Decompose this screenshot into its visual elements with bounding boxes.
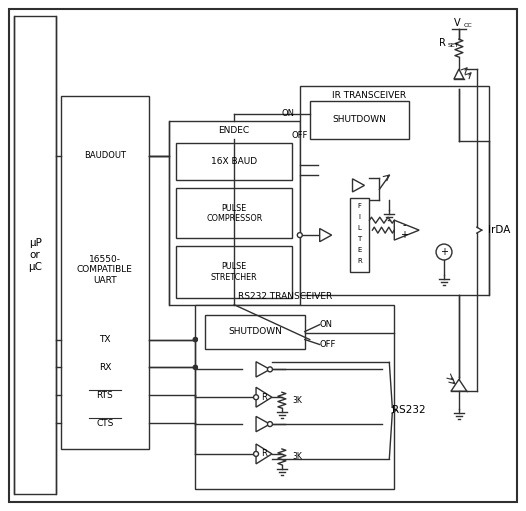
Text: T: T <box>357 236 361 242</box>
Bar <box>205 315 305 350</box>
Text: ON: ON <box>320 320 332 329</box>
Text: RTS: RTS <box>96 391 113 400</box>
Text: SET: SET <box>448 42 460 48</box>
Circle shape <box>254 394 258 400</box>
Circle shape <box>254 451 258 456</box>
Bar <box>156 19 504 489</box>
Text: PULSE
STRETCHER: PULSE STRETCHER <box>211 262 257 282</box>
Polygon shape <box>256 416 270 432</box>
Text: +: + <box>400 230 408 240</box>
Polygon shape <box>352 179 365 192</box>
Text: TX: TX <box>99 335 110 344</box>
Bar <box>14 16 56 494</box>
Text: IR TRANSCEIVER: IR TRANSCEIVER <box>332 91 407 100</box>
Text: R: R <box>261 449 267 458</box>
Text: L: L <box>358 225 361 231</box>
Text: 16550-
COMPATIBLE
UART: 16550- COMPATIBLE UART <box>77 255 133 285</box>
Polygon shape <box>256 444 272 464</box>
Text: R: R <box>357 258 362 264</box>
Text: RS232 TRANSCEIVER: RS232 TRANSCEIVER <box>238 292 332 301</box>
Bar <box>61 96 149 449</box>
Circle shape <box>268 367 272 372</box>
Circle shape <box>194 365 197 369</box>
Text: 3K: 3K <box>293 396 302 405</box>
Text: F: F <box>358 203 361 210</box>
Text: OFF: OFF <box>320 340 336 349</box>
Bar <box>168 121 300 305</box>
Text: +: + <box>440 247 448 257</box>
Text: RX: RX <box>99 363 111 372</box>
Circle shape <box>194 338 197 341</box>
Text: ON: ON <box>282 109 295 118</box>
Bar <box>300 86 489 295</box>
Bar <box>350 198 369 272</box>
Bar <box>176 189 292 238</box>
Text: 16X BAUD: 16X BAUD <box>211 157 257 166</box>
Text: -: - <box>402 220 406 230</box>
Text: R: R <box>439 38 446 48</box>
Circle shape <box>268 422 272 427</box>
Text: RS232: RS232 <box>392 405 426 415</box>
Bar <box>176 143 292 180</box>
Text: BAUDOUT: BAUDOUT <box>84 151 126 160</box>
Text: SHUTDOWN: SHUTDOWN <box>332 115 387 124</box>
Text: E: E <box>357 247 362 253</box>
Circle shape <box>297 233 302 238</box>
Text: V: V <box>453 18 460 28</box>
Bar <box>195 305 394 489</box>
Text: CTS: CTS <box>96 419 114 428</box>
Circle shape <box>436 244 452 260</box>
Text: IrDA: IrDA <box>488 225 510 235</box>
Text: R: R <box>261 393 267 402</box>
Text: OFF: OFF <box>291 131 308 140</box>
Text: PULSE
COMPRESSOR: PULSE COMPRESSOR <box>206 203 262 223</box>
Text: SHUTDOWN: SHUTDOWN <box>228 327 282 336</box>
Circle shape <box>194 365 197 369</box>
Text: I: I <box>359 214 360 220</box>
Circle shape <box>194 338 197 341</box>
Bar <box>310 101 409 138</box>
Text: μP
or
μC: μP or μC <box>28 239 42 272</box>
Polygon shape <box>256 362 270 377</box>
Bar <box>176 246 292 298</box>
Polygon shape <box>256 387 272 407</box>
Text: ENDEC: ENDEC <box>219 126 250 135</box>
Text: 3K: 3K <box>293 452 302 461</box>
Polygon shape <box>394 220 419 240</box>
Polygon shape <box>320 228 331 242</box>
Text: CC: CC <box>464 23 473 28</box>
